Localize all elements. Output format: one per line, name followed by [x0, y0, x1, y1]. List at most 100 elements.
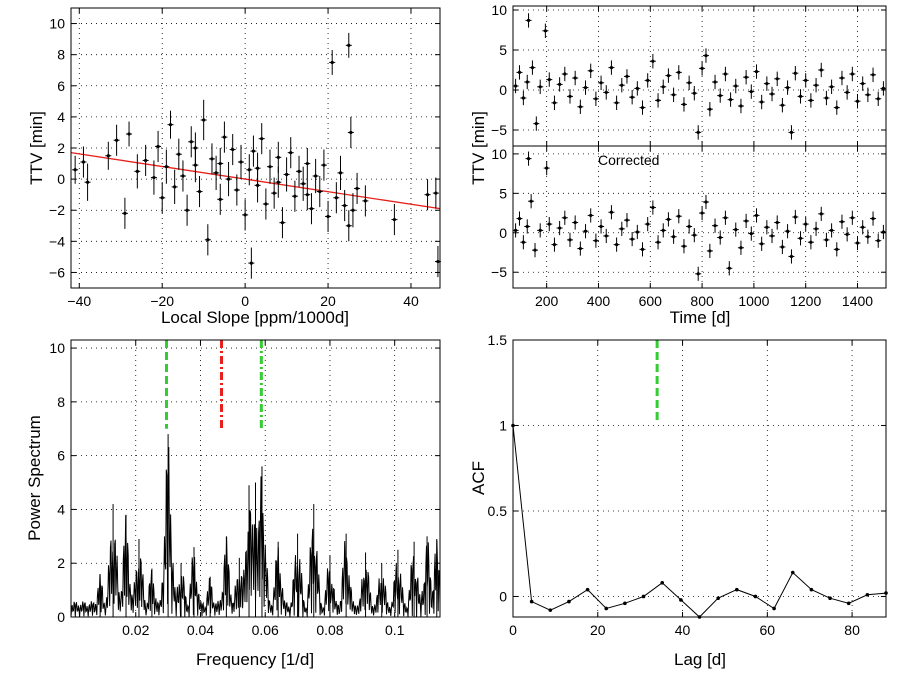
- ttv-vs-time-ylabel: TTV [min]: [469, 111, 488, 185]
- ttv-corrected-xtick-label: 1400: [842, 293, 873, 309]
- ttv-vs-slope-point: [314, 174, 318, 178]
- ttv-corrected-point: [529, 199, 533, 203]
- ttv-vs-time-point: [855, 99, 860, 103]
- ttv-corrected-frame: [512, 145, 887, 289]
- ttv-corrected-point: [558, 226, 562, 230]
- ttv-vs-slope-point: [322, 163, 326, 167]
- power-spectrum-xtick-label: 0.08: [316, 622, 343, 638]
- ttv-corrected-point: [573, 220, 577, 225]
- ttv-corrected-point: [589, 213, 593, 218]
- ttv-vs-slope-point: [255, 166, 260, 170]
- ttv-vs-slope-point: [81, 160, 86, 164]
- ttv-vs-time-point: [744, 75, 748, 79]
- ttv-vs-slope-point: [347, 43, 351, 47]
- ttv-corrected-point: [545, 166, 549, 170]
- ttv-vs-slope-point: [239, 160, 243, 164]
- ttv-corrected-point: [713, 224, 717, 228]
- ttv-vs-time-point: [830, 85, 834, 89]
- ttv-corrected-point: [517, 216, 522, 221]
- ttv-vs-slope-point: [197, 189, 202, 194]
- ttv-corrected-xtick-label: 400: [587, 293, 611, 309]
- ttv-corrected-point: [604, 234, 608, 238]
- ttv-corrected-point: [830, 228, 834, 233]
- ttv-corrected-panel: 200 400 600 800 1000 1200 1400 −5 0 5 10 Corrected…: [469, 111, 887, 327]
- ttv-vs-slope-point: [249, 261, 253, 265]
- ttv-vs-slope-point: [235, 188, 239, 192]
- ttv-vs-time-point: [625, 74, 629, 78]
- ttv-corrected-point: [671, 235, 676, 239]
- ttv-vs-time-point: [804, 78, 808, 82]
- ttv-vs-slope-point: [326, 214, 330, 219]
- ttv-vs-slope-point: [144, 158, 148, 163]
- ttv-corrected-point: [866, 235, 870, 239]
- ttv-vs-slope-ytick-label: 8: [57, 47, 65, 63]
- ttv-vs-slope-point: [135, 169, 139, 173]
- ttv-corrected-xtick-label: 200: [535, 293, 559, 309]
- ttv-vs-slope-point: [351, 208, 355, 212]
- ttv-vs-time-point: [677, 70, 681, 74]
- acf-point: [529, 599, 534, 604]
- ttv-vs-slope-point: [434, 191, 438, 195]
- ttv-vs-time-point: [835, 106, 839, 110]
- acf-xtick-label: 20: [590, 622, 606, 638]
- acf-point: [772, 606, 776, 611]
- ttv-vs-time-point: [615, 101, 619, 105]
- ttv-vs-slope-point: [214, 171, 218, 175]
- ttv-vs-time-point: [770, 92, 774, 96]
- ttv-vs-time-point: [692, 91, 696, 95]
- acf-ytick-label: 1: [499, 417, 507, 433]
- ttv-vs-slope-point: [218, 161, 222, 166]
- ttv-corrected-point: [704, 200, 708, 204]
- ttv-vs-time-point: [749, 90, 753, 94]
- ttv-vs-time-point: [552, 101, 557, 105]
- ttv-vs-slope-point: [436, 259, 440, 264]
- ttv-vs-slope-point: [173, 185, 177, 189]
- ttv-vs-slope-point: [338, 171, 343, 175]
- ttv-vs-slope-point: [264, 202, 268, 206]
- ttv-corrected-point: [513, 228, 518, 233]
- ttv-corrected-point: [850, 216, 854, 220]
- ttv-vs-slope-point: [318, 189, 322, 194]
- ttv-corrected-point: [533, 248, 537, 252]
- ttv-corrected-point: [785, 229, 790, 233]
- ttv-corrected-point: [718, 235, 722, 240]
- ttv-vs-slope-point: [123, 211, 127, 215]
- ttv-vs-slope-point: [260, 137, 264, 141]
- ttv-vs-slope-point: [334, 196, 338, 200]
- ttv-vs-slope-point: [177, 152, 181, 156]
- ttv-vs-time-point: [661, 85, 665, 89]
- ttv-vs-slope-point: [127, 132, 131, 136]
- power-spectrum-xtick-label: 0.04: [187, 622, 214, 638]
- ttv-corrected-point: [845, 232, 849, 236]
- ttv-vs-slope-xtick-label: −40: [67, 293, 91, 309]
- ttv-corrected-point: [696, 272, 700, 276]
- ttv-vs-time-point: [526, 18, 531, 22]
- ttv-vs-time-point: [620, 83, 624, 87]
- ttv-corrected-point: [744, 219, 748, 223]
- ttv-vs-slope-point: [202, 118, 206, 122]
- ttv-corrected-xtick-label: 800: [690, 293, 714, 309]
- ttv-corrected-point: [538, 228, 542, 233]
- acf-point: [604, 606, 609, 611]
- acf-xlabel: Lag [d]: [674, 650, 726, 669]
- ttv-vs-slope-point: [185, 208, 189, 212]
- ttv-vs-slope-point: [347, 224, 351, 228]
- ttv-vs-time-point: [589, 69, 593, 73]
- power-spectrum-xlabel: Frequency [1/d]: [196, 650, 314, 669]
- ttv-vs-slope-point: [168, 123, 173, 127]
- ttv-vs-time-point: [700, 66, 704, 70]
- ttv-corrected-point: [819, 212, 823, 216]
- ttv-corrected-point: [599, 224, 603, 229]
- ttv-vs-slope-ytick-label: −2: [49, 202, 65, 218]
- ttv-vs-slope-point: [293, 194, 297, 198]
- ttv-vs-slope-ytick-label: 4: [57, 109, 65, 125]
- ttv-vs-time-point: [704, 54, 708, 58]
- ttv-corrected-point: [876, 239, 880, 243]
- acf-point: [679, 598, 683, 602]
- ttv-vs-time-point: [871, 73, 875, 77]
- ttv-vs-slope-point: [189, 140, 193, 144]
- power-spectrum-ytick-label: 8: [57, 394, 65, 410]
- ttv-vs-slope-point: [301, 182, 305, 186]
